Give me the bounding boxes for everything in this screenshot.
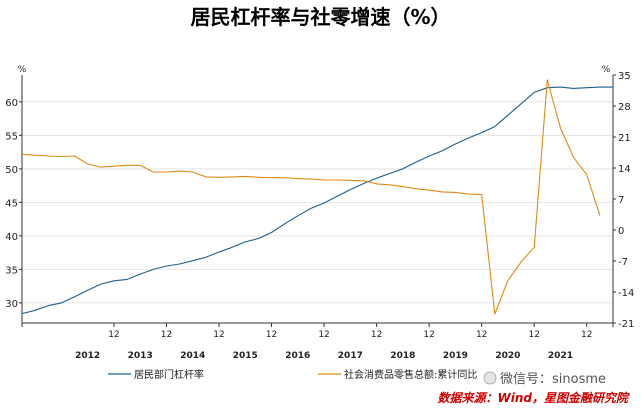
right-tick-label: -21 xyxy=(618,319,634,330)
right-tick-label: 21 xyxy=(618,133,631,144)
right-tick-label: 14 xyxy=(618,164,631,175)
legend: 居民部门杠杆率 社会消费品零售总额:累计同比 xyxy=(108,368,477,381)
x-year-label: 2014 xyxy=(180,351,205,361)
x-month-label: 12 xyxy=(213,330,224,340)
x-year-label: 2019 xyxy=(443,351,468,361)
right-tick-label: 28 xyxy=(618,102,631,113)
x-month-label: 12 xyxy=(108,330,119,340)
right-tick-label: 7 xyxy=(618,195,624,206)
legend-label-retail: 社会消费品零售总额:累计同比 xyxy=(344,368,477,381)
x-month-label: 12 xyxy=(528,330,539,340)
x-axis-ticks: 12 2012 12 2013 12 2014 12 2015 12 2016 12 2017 12 20… xyxy=(21,323,614,361)
right-tick-label: -14 xyxy=(618,288,634,299)
series-line-retail xyxy=(21,79,601,315)
watermark: 微信号：sinosme xyxy=(483,371,606,387)
left-tick-label: 35 xyxy=(5,265,18,276)
watermark-text: 微信号：sinosme xyxy=(500,372,606,387)
right-axis-ticks: -21 -14 -7 0 7 14 21 28 35 xyxy=(613,71,634,330)
x-month-label: 12 xyxy=(371,330,382,340)
right-unit-label: % xyxy=(602,65,611,75)
left-tick-label: 60 xyxy=(5,98,18,109)
x-month-label: 12 xyxy=(476,330,487,340)
x-month-label: 12 xyxy=(266,330,277,340)
left-tick-label: 30 xyxy=(5,299,18,310)
right-tick-label: -7 xyxy=(618,257,628,268)
series-line-leverage xyxy=(21,86,613,315)
x-year-label: 2017 xyxy=(338,351,363,361)
wechat-icon xyxy=(483,371,497,385)
legend-label-leverage: 居民部门杠杆率 xyxy=(134,368,204,381)
series-layer xyxy=(21,79,613,315)
x-year-label: 2016 xyxy=(285,351,310,361)
right-tick-label: 35 xyxy=(618,71,631,82)
x-year-label: 2012 xyxy=(75,351,100,361)
x-year-label: 2013 xyxy=(128,351,153,361)
x-month-label: 12 xyxy=(581,330,592,340)
gridlines xyxy=(22,101,613,304)
source-note: 数据来源：Wind，星图金融研究院 xyxy=(438,391,630,405)
x-year-label: 2015 xyxy=(233,351,258,361)
x-month-label: 12 xyxy=(161,330,172,340)
x-month-label: 12 xyxy=(318,330,329,340)
x-year-label: 2020 xyxy=(495,351,520,361)
right-tick-label: 0 xyxy=(618,226,624,237)
left-unit-label: % xyxy=(18,65,27,75)
left-axis-ticks: 30 35 40 45 50 55 60 xyxy=(5,98,22,310)
x-month-label: 12 xyxy=(423,330,434,340)
x-year-label: 2021 xyxy=(548,351,573,361)
left-tick-label: 45 xyxy=(5,198,18,209)
left-tick-label: 40 xyxy=(5,232,18,243)
left-tick-label: 50 xyxy=(5,165,18,176)
chart-title: 居民杠杆率与社零增速（%） xyxy=(190,5,450,29)
left-tick-label: 55 xyxy=(5,131,18,142)
x-year-label: 2018 xyxy=(390,351,415,361)
